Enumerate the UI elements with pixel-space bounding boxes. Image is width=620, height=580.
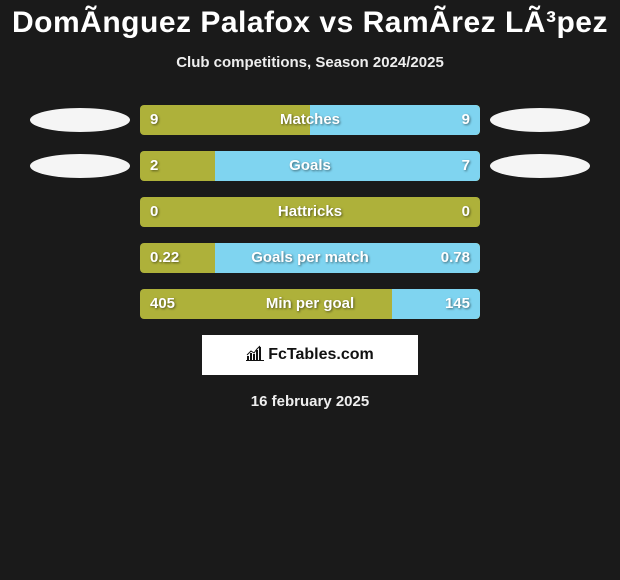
stat-value-right: 7 [462, 151, 470, 181]
subtitle: Club competitions, Season 2024/2025 [0, 54, 620, 71]
stat-rows: 9Matches9 2Goals7 0Hattricks0 0.22Goals per… [0, 105, 620, 319]
stat-bar: 9Matches9 [140, 105, 480, 135]
stat-value-right: 9 [462, 105, 470, 135]
stat-row: 9Matches9 [0, 105, 620, 135]
left-side [20, 154, 140, 178]
stat-value-right: 145 [445, 289, 470, 319]
stat-row: 405Min per goal145 [0, 289, 620, 319]
logo-text: FcTables.com [268, 346, 374, 364]
player-ellipse-left [30, 108, 130, 132]
right-side [480, 108, 600, 132]
player-ellipse-right [490, 108, 590, 132]
right-side [480, 154, 600, 178]
date-label: 16 february 2025 [0, 393, 620, 410]
stat-bar: 0.22Goals per match0.78 [140, 243, 480, 273]
stat-row: 0.22Goals per match0.78 [0, 243, 620, 273]
bar-chart-icon [246, 345, 264, 366]
stat-value-right: 0 [462, 197, 470, 227]
stat-bar: 405Min per goal145 [140, 289, 480, 319]
stat-label: Hattricks [140, 197, 480, 227]
player-ellipse-left [30, 154, 130, 178]
player-ellipse-right [490, 154, 590, 178]
stat-row: 2Goals7 [0, 151, 620, 181]
stat-label: Goals per match [140, 243, 480, 273]
logo-box: FcTables.com [202, 335, 418, 375]
stat-bar: 2Goals7 [140, 151, 480, 181]
stat-label: Goals [140, 151, 480, 181]
logo: FcTables.com [246, 345, 374, 366]
page-title: DomÃ­nguez Palafox vs RamÃ­rez LÃ³pez [0, 0, 620, 40]
stat-label: Matches [140, 105, 480, 135]
stat-label: Min per goal [140, 289, 480, 319]
comparison-card: DomÃ­nguez Palafox vs RamÃ­rez LÃ³pez Cl… [0, 0, 620, 580]
stat-value-right: 0.78 [441, 243, 470, 273]
stat-row: 0Hattricks0 [0, 197, 620, 227]
stat-bar: 0Hattricks0 [140, 197, 480, 227]
left-side [20, 108, 140, 132]
